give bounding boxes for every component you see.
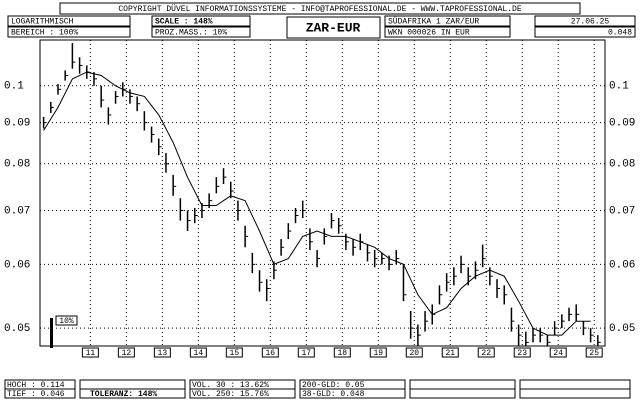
last-price: 0.048: [608, 29, 632, 38]
mode-box: [7, 15, 131, 27]
last-box: [534, 26, 636, 38]
instrument-name: SÜDAFRIKA 1 ZAR/EUR: [388, 18, 479, 27]
footer-box: [189, 388, 296, 399]
period-low: TIEF : 0.046: [7, 390, 65, 399]
wkn: WKN 000026 IN EUR: [388, 29, 470, 38]
x-tick-box: [261, 347, 279, 358]
x-tick-label: 11: [86, 349, 96, 358]
x-tick-box: [189, 347, 207, 358]
x-tick-box: [405, 347, 423, 358]
date-box: [534, 15, 636, 27]
symbol: ZAR-EUR: [306, 20, 361, 35]
footer-box: [519, 379, 631, 390]
y-tick-label-right: 0.05: [609, 323, 635, 335]
footer-box: [79, 388, 186, 399]
percent-scale-box: [151, 26, 251, 38]
gd38: 38-GLD: 0.048: [302, 390, 365, 399]
x-tick-label: 16: [266, 349, 276, 358]
x-tick-label: 24: [553, 349, 563, 358]
x-tick-box: [153, 347, 171, 358]
x-tick-box: [585, 347, 603, 358]
y-tick-label-right: 0.1: [609, 81, 629, 93]
y-tick-label-right: 0.06: [609, 259, 635, 271]
range-box: [7, 26, 131, 38]
x-tick-box: [441, 347, 459, 358]
x-tick-box: [477, 347, 495, 358]
y-tick-label: 0.09: [4, 118, 30, 130]
symbol-box: [286, 16, 381, 39]
x-tick-box: [513, 347, 531, 358]
y-tick-label-right: 0.08: [609, 159, 635, 171]
x-tick-label: 22: [481, 349, 491, 358]
y-tick-label: 0.07: [4, 205, 30, 217]
footer-box: [4, 388, 76, 399]
percent-scale: PROZ.MASS.: 10%: [155, 29, 227, 38]
x-tick-label: 19: [373, 349, 383, 358]
x-tick-box: [225, 347, 243, 358]
x-tick-label: 15: [230, 349, 240, 358]
y-tick-label: 0.08: [4, 159, 30, 171]
x-tick-box: [81, 347, 99, 358]
y-tick-label: 0.06: [4, 259, 30, 271]
x-tick-box: [549, 347, 567, 358]
x-tick-label: 21: [445, 349, 455, 358]
y-tick-label-right: 0.07: [609, 205, 635, 217]
x-tick-label: 20: [409, 349, 419, 358]
volatility-30: VOL. 30 : 13.62%: [192, 381, 269, 390]
x-tick-box: [369, 347, 387, 358]
x-tick-label: 25: [589, 349, 599, 358]
scale-note: 10%: [59, 317, 74, 326]
y-tick-label-right: 0.09: [609, 118, 635, 130]
x-tick-label: 23: [517, 349, 527, 358]
x-tick-box: [333, 347, 351, 358]
copyright-box: [59, 2, 581, 15]
scale: SCALE : 148%: [155, 18, 213, 27]
gd200: 200-GLD: 0.05: [302, 381, 365, 390]
footer-box: [409, 379, 516, 390]
footer-box: [79, 379, 186, 390]
mode: LOGARITHMISCH: [11, 18, 74, 27]
x-tick-label: 12: [122, 349, 132, 358]
plot-frame: [39, 39, 606, 347]
y-tick-label: 0.05: [4, 323, 30, 335]
moving-average: [43, 71, 591, 336]
date: 27.06.25: [571, 18, 610, 27]
x-tick-box: [117, 347, 135, 358]
name-box: [384, 15, 511, 27]
wkn-box: [384, 26, 511, 38]
x-tick-label: 13: [158, 349, 168, 358]
y-tick-label: 0.1: [4, 81, 24, 93]
x-tick-label: 18: [337, 349, 347, 358]
copyright: COPYRIGHT DÜVEL INFORMATIONSSYSTEME - IN…: [118, 5, 521, 14]
scale-box: [151, 15, 251, 27]
scale-bar: [50, 318, 53, 348]
footer-box: [409, 388, 516, 399]
x-tick-label: 14: [194, 349, 204, 358]
period-high: HOCH : 0.114: [7, 381, 65, 390]
tolerance: TOLERANZ: 148%: [90, 390, 157, 399]
volatility-250: VOL. 250: 15.76%: [192, 390, 269, 399]
footer-box: [299, 388, 406, 399]
range: BEREICH : 100%: [11, 29, 78, 38]
x-tick-label: 17: [302, 349, 312, 358]
scale-note-box: [55, 315, 78, 326]
footer-box: [519, 388, 631, 399]
x-tick-box: [297, 347, 315, 358]
